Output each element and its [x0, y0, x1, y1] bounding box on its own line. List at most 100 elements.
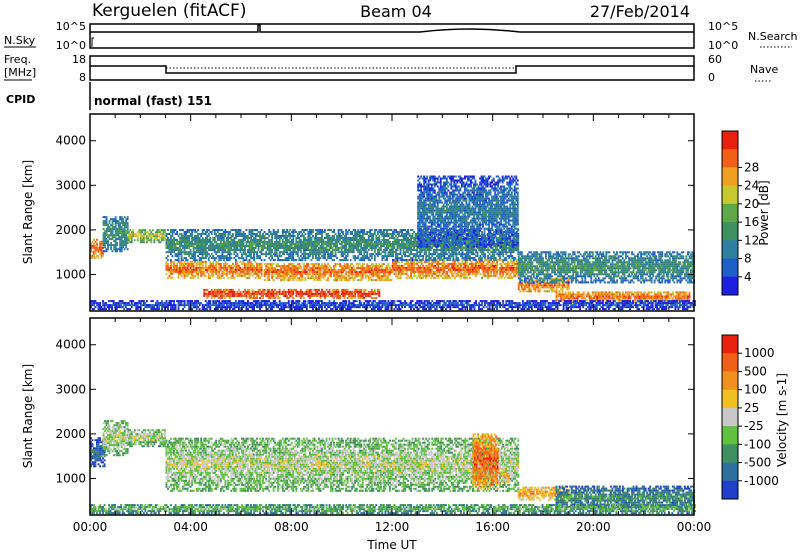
data-cell [493, 253, 496, 256]
data-cell [213, 264, 216, 267]
data-cell [386, 257, 388, 260]
data-cell [295, 275, 298, 278]
data-cell [203, 260, 206, 263]
data-cell [153, 235, 156, 238]
data-cell [120, 228, 123, 231]
data-cell [93, 256, 95, 259]
data-cell [275, 292, 278, 295]
data-cell [250, 237, 253, 240]
data-cell [206, 297, 209, 300]
data-cell [367, 279, 370, 282]
data-cell [239, 274, 242, 277]
data-cell [213, 259, 216, 262]
data-cell [407, 274, 410, 277]
data-cell [156, 239, 159, 242]
data-cell [339, 233, 342, 236]
data-cell [194, 268, 197, 271]
data-cell [475, 262, 478, 265]
data-cell [280, 237, 283, 240]
data-cell [382, 263, 385, 266]
data-cell [324, 255, 326, 258]
data-cell [475, 249, 478, 252]
data-cell [456, 272, 459, 275]
data-cell [224, 290, 227, 293]
data-cell [354, 229, 357, 232]
data-cell [97, 254, 100, 257]
data-cell [200, 262, 203, 265]
data-cell [334, 233, 337, 236]
data-cell [113, 234, 116, 237]
data-cell [251, 231, 254, 234]
data-cell [139, 235, 142, 238]
data-cell [204, 264, 207, 267]
data-cell [197, 229, 200, 232]
freq-panel: Freq. [MHz] 18 8 60 0 Nave [4, 53, 778, 84]
data-cell [251, 245, 254, 248]
data-cell [313, 265, 316, 268]
data-cell [170, 253, 172, 256]
data-cell [248, 290, 251, 293]
data-cell [502, 260, 505, 263]
data-cell [254, 247, 257, 250]
data-cell [399, 249, 402, 252]
data-cell [378, 263, 381, 266]
data-cell [386, 259, 388, 262]
data-cell [183, 272, 186, 275]
data-cell [438, 259, 441, 262]
data-cell [281, 233, 284, 236]
data-cell [132, 231, 135, 234]
data-cell [105, 232, 108, 235]
data-cell [441, 259, 444, 262]
data-cell [429, 276, 432, 279]
data-cell [119, 244, 122, 247]
data-cell [299, 288, 302, 291]
data-cell [150, 231, 153, 234]
data-cell [434, 264, 437, 267]
data-cell [183, 262, 186, 265]
data-cell [363, 237, 366, 240]
data-cell [491, 262, 494, 265]
data-cell [197, 276, 200, 279]
data-cell [189, 264, 192, 267]
data-cell [295, 288, 298, 291]
data-cell [245, 257, 248, 260]
data-cell [192, 276, 195, 279]
data-cell [189, 272, 192, 275]
data-cell [257, 290, 260, 293]
data-cell [224, 233, 227, 236]
data-cell [167, 266, 169, 269]
data-cell [105, 218, 108, 221]
data-cell [192, 249, 195, 252]
nsearch-right-tick-top: 10^5 [708, 20, 738, 33]
data-cell [107, 248, 110, 251]
data-cell [230, 257, 233, 260]
data-cell [452, 259, 455, 262]
data-cell [236, 255, 239, 258]
data-cell [233, 268, 236, 271]
data-cell [210, 231, 213, 234]
data-cell [413, 247, 416, 250]
data-cell [120, 238, 123, 241]
data-cell [296, 269, 299, 272]
data-cell [228, 264, 231, 267]
data-cell [493, 255, 496, 258]
data-cell [292, 239, 295, 242]
data-cell [268, 229, 271, 232]
data-cell [410, 251, 413, 254]
data-cell [319, 277, 322, 280]
data-cell [179, 266, 182, 269]
data-cell [373, 251, 376, 254]
data-cell [177, 235, 180, 238]
data-cell [296, 251, 299, 254]
data-cell [467, 264, 470, 267]
data-cell [370, 288, 373, 291]
data-cell [307, 257, 310, 260]
cpid-text: normal (fast) 151 [94, 94, 212, 108]
data-cell [331, 251, 334, 254]
data-cell [227, 239, 230, 242]
data-cell [340, 229, 343, 232]
data-cell [278, 239, 281, 242]
data-cell [91, 240, 94, 243]
data-cell [259, 231, 262, 234]
data-cell [161, 233, 163, 236]
